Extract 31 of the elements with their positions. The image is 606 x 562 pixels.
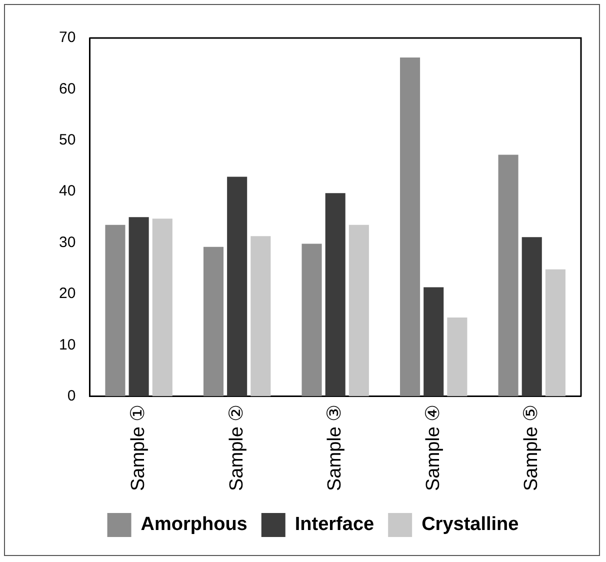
legend-label: Crystalline [422, 514, 519, 536]
legend-label: Amorphous [140, 514, 248, 536]
y-tick-label: 0 [67, 387, 76, 404]
bar [250, 236, 271, 396]
legend-label: Interface [294, 514, 374, 536]
bar [522, 237, 542, 396]
bar [227, 176, 248, 396]
bar [424, 287, 444, 396]
bar [152, 218, 172, 396]
bar [545, 269, 566, 396]
bar [447, 317, 468, 396]
y-tick-label: 30 [58, 234, 76, 251]
bar [203, 246, 224, 396]
y-tick-label: 40 [58, 182, 76, 200]
bar [498, 154, 518, 396]
bar [325, 193, 346, 396]
bar [348, 224, 369, 396]
bar [105, 224, 126, 396]
y-tick-label: 60 [58, 80, 76, 98]
x-tick-label: Sample ⑤ [521, 404, 542, 491]
x-tick-label: Sample ② [226, 404, 248, 491]
y-tick-label: 70 [58, 29, 76, 46]
y-tick-label: 20 [58, 285, 76, 302]
y-tick-label: 50 [58, 132, 76, 149]
x-tick-label: Sample ① [128, 404, 150, 491]
x-tick-label: Sample ③ [324, 404, 346, 491]
x-tick-label: Sample ④ [422, 404, 444, 491]
y-tick-label: 10 [58, 336, 76, 354]
bar [302, 244, 322, 396]
bar [400, 57, 420, 396]
bar [128, 217, 149, 396]
